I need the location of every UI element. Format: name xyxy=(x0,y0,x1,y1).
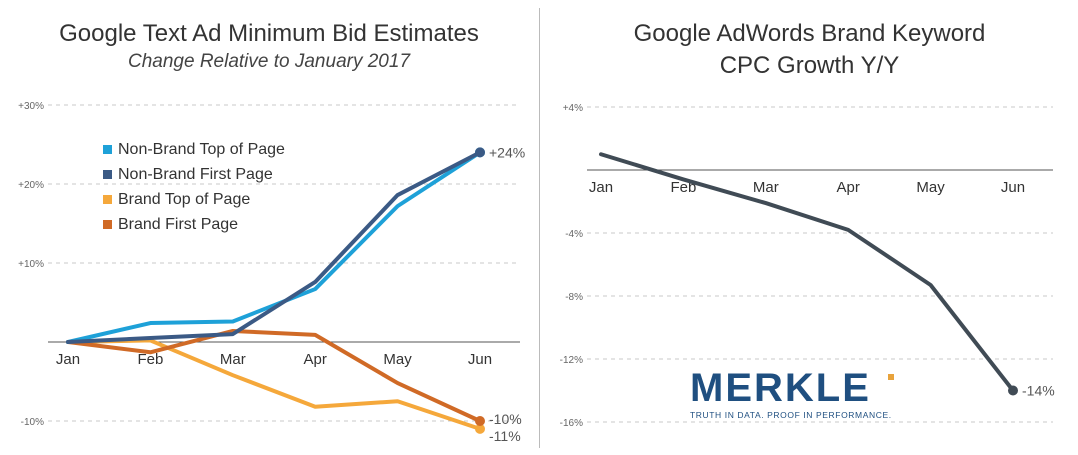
legend-swatch xyxy=(103,220,112,229)
legend-item: Non-Brand Top of Page xyxy=(103,137,285,162)
logo-wordmark: MERKLE xyxy=(690,368,902,408)
logo-word: MERKLE xyxy=(690,366,871,410)
y-tick-label: -4% xyxy=(565,229,583,240)
y-tick-label: +4% xyxy=(563,103,583,114)
panel-divider xyxy=(539,8,540,448)
x-tick-label: Jun xyxy=(468,351,492,368)
x-tick-label: Feb xyxy=(137,351,163,368)
data-label: -14% xyxy=(1022,383,1055,399)
x-tick-label: Apr xyxy=(837,179,860,196)
x-tick-label: Jan xyxy=(589,179,613,196)
chart-subtitle: Change Relative to January 2017 xyxy=(127,51,411,72)
y-tick-label: -12% xyxy=(560,355,583,366)
data-label: +24% xyxy=(489,144,525,160)
logo-tagline: TRUTH IN DATA. PROOF IN PERFORMANCE. xyxy=(690,410,892,420)
left-chart-plot: +30% +20% +10% -10% Jan Feb Mar Apr May Jun +24% -1… xyxy=(18,101,525,444)
left-chart-panel: Google Text Ad Minimum Bid Estimates Cha… xyxy=(0,0,538,455)
legend-swatch xyxy=(103,195,112,204)
series-end-point xyxy=(475,416,485,426)
merkle-logo: MERKLE TRUTH IN DATA. PROOF IN PERFORMAN… xyxy=(690,368,902,420)
legend-item: Brand Top of Page xyxy=(103,187,285,212)
right-chart-plot: +4%-4%-8%-12%-16%Jan Feb Mar Apr May Jun-14% xyxy=(560,103,1055,429)
series-line xyxy=(66,338,482,431)
legend-item: Brand First Page xyxy=(103,212,285,237)
x-tick-label: May xyxy=(916,179,945,196)
chart-title-line-1: Google AdWords Brand Keyword xyxy=(633,20,986,47)
y-tick-label: +30% xyxy=(18,101,44,112)
x-tick-label: Mar xyxy=(220,351,246,368)
data-label: -10% xyxy=(489,411,522,427)
right-chart-panel: Google AdWords Brand Keyword CPC Growth … xyxy=(541,0,1078,455)
series-line xyxy=(66,328,482,423)
y-tick-label: +20% xyxy=(18,180,44,191)
chart-title: Google Text Ad Minimum Bid Estimates xyxy=(59,20,479,47)
legend-item: Non-Brand First Page xyxy=(103,162,285,187)
y-tick-label: -10% xyxy=(21,417,44,428)
series-end-point xyxy=(475,147,485,158)
y-tick-label: -8% xyxy=(565,292,583,303)
chart-title-line-2: CPC Growth Y/Y xyxy=(719,52,900,79)
logo-accent-mark xyxy=(888,374,894,380)
y-tick-label: -16% xyxy=(560,418,583,429)
legend-label: Brand First Page xyxy=(118,215,239,233)
data-label: -11% xyxy=(489,428,521,444)
series-end-point xyxy=(1008,385,1018,396)
legend-swatch xyxy=(103,145,112,154)
legend-label: Non-Brand Top of Page xyxy=(118,140,285,158)
series-end-point xyxy=(475,423,485,434)
series-line xyxy=(599,152,1015,393)
legend-label: Non-Brand First Page xyxy=(118,165,273,183)
x-tick-label: May xyxy=(383,351,412,368)
legend-swatch xyxy=(103,170,112,179)
x-tick-label: Mar xyxy=(753,179,779,196)
y-tick-label: +10% xyxy=(18,259,44,270)
x-tick-label: Jan xyxy=(56,351,80,368)
series-line xyxy=(66,150,482,344)
legend: Non-Brand Top of Page Non-Brand First Pa… xyxy=(103,137,285,237)
x-tick-label: Jun xyxy=(1001,179,1025,196)
legend-label: Brand Top of Page xyxy=(118,190,251,208)
x-tick-label: Apr xyxy=(304,351,327,368)
series-line xyxy=(66,150,482,344)
